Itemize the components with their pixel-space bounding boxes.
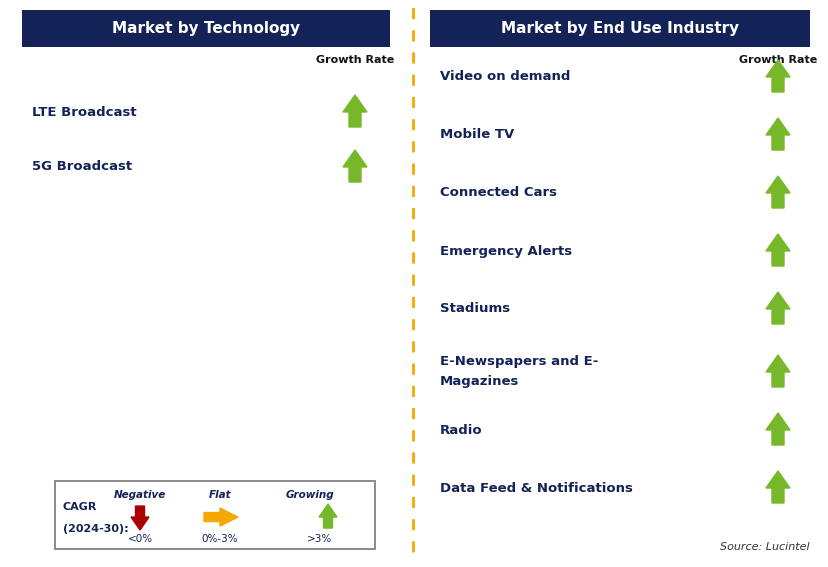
Text: Connected Cars: Connected Cars [440, 187, 556, 200]
Text: Flat: Flat [209, 489, 231, 500]
Polygon shape [765, 60, 789, 92]
Polygon shape [765, 413, 789, 445]
Text: Growth Rate: Growth Rate [738, 55, 816, 65]
Text: Magazines: Magazines [440, 374, 519, 387]
Polygon shape [765, 355, 789, 387]
Text: Market by End Use Industry: Market by End Use Industry [500, 21, 739, 36]
Text: Source: Lucintel: Source: Lucintel [720, 542, 809, 552]
FancyBboxPatch shape [430, 10, 809, 47]
Text: Market by Technology: Market by Technology [112, 21, 300, 36]
FancyBboxPatch shape [55, 481, 374, 549]
Text: LTE Broadcast: LTE Broadcast [32, 105, 137, 119]
Polygon shape [131, 506, 149, 530]
Text: Radio: Radio [440, 424, 482, 437]
Polygon shape [204, 508, 238, 526]
Text: <0%: <0% [128, 535, 152, 544]
Text: Emergency Alerts: Emergency Alerts [440, 244, 571, 257]
Polygon shape [765, 292, 789, 324]
FancyBboxPatch shape [22, 10, 389, 47]
Polygon shape [319, 504, 337, 528]
Text: Growing: Growing [286, 489, 334, 500]
Text: Growth Rate: Growth Rate [315, 55, 393, 65]
Text: Negative: Negative [113, 489, 166, 500]
Text: 0%-3%: 0%-3% [201, 535, 238, 544]
Text: >3%: >3% [307, 535, 332, 544]
Polygon shape [765, 234, 789, 266]
Text: (2024-30):: (2024-30): [63, 523, 128, 534]
Polygon shape [765, 471, 789, 503]
Text: E-Newspapers and E-: E-Newspapers and E- [440, 354, 598, 367]
Polygon shape [343, 95, 367, 127]
Text: Stadiums: Stadiums [440, 303, 509, 315]
Polygon shape [765, 118, 789, 150]
Polygon shape [343, 150, 367, 182]
Polygon shape [765, 176, 789, 208]
Text: Data Feed & Notifications: Data Feed & Notifications [440, 481, 632, 494]
Text: Mobile TV: Mobile TV [440, 129, 513, 142]
Text: 5G Broadcast: 5G Broadcast [32, 160, 132, 174]
Text: Video on demand: Video on demand [440, 70, 570, 83]
Text: CAGR: CAGR [63, 502, 97, 512]
